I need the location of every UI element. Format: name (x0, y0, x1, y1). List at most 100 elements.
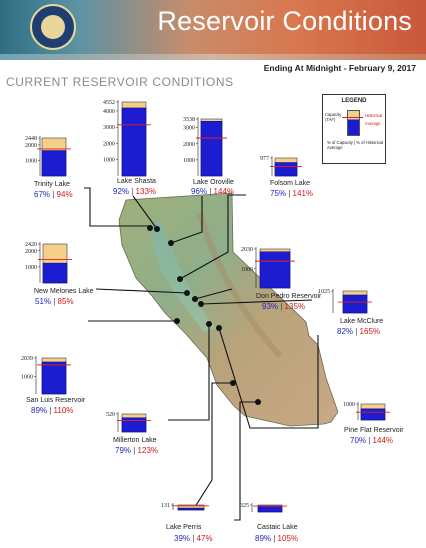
pct-capacity-lake-mcclure: 82% (337, 327, 354, 336)
tick-label-lake-shasta-1: 4000 (103, 109, 115, 115)
pct-average-new-melones-lake: 85% (57, 297, 74, 306)
map-dot-folsom-lake (177, 276, 183, 282)
storage-bar-lake-mcclure (342, 294, 368, 314)
map-dot-millerton-lake (206, 321, 212, 327)
map-dot-lake-oroville (168, 240, 174, 246)
reservoir-name-folsom-lake: Folsom Lake (270, 180, 311, 187)
header-strip (0, 54, 426, 60)
tick-label-millerton-lake-0: 520 (106, 412, 115, 418)
map-dot-don-pedro-reservoir (192, 296, 198, 302)
connector-new-melones-lake (95, 288, 188, 294)
pct-capacity-new-melones-lake: 51% (35, 297, 52, 306)
section-title: CURRENT RESERVOIR CONDITIONS (6, 75, 234, 89)
connector-lake-perris (192, 382, 233, 511)
reservoir-name-millerton-lake: Millerton Lake (113, 437, 157, 444)
tick-label-lake-oroville-0: 3538 (183, 117, 195, 123)
storage-bar-millerton-lake (121, 417, 147, 433)
tick-label-lake-oroville-3: 1000 (183, 158, 195, 164)
tick-label-lake-oroville-2: 2000 (183, 142, 195, 148)
reservoir-name-don-pedro-reservoir: Don Pedro Reservoir (256, 293, 322, 300)
map-dot-lake-mcclure (198, 301, 204, 307)
pct-capacity-don-pedro-reservoir: 93% (262, 302, 279, 311)
pct-capacity-castaic-lake: 89% (255, 534, 272, 543)
reservoir-stats-folsom-lake: 75% | 141% (270, 189, 314, 198)
reservoir-stats-millerton-lake: 79% | 123% (115, 446, 159, 455)
reservoir-stats-castaic-lake: 89% | 105% (255, 534, 299, 543)
storage-bar-castaic-lake (257, 505, 283, 513)
pct-average-trinity-lake: 94% (56, 190, 73, 199)
tick-label-lake-shasta-4: 1000 (103, 158, 115, 164)
storage-bar-lake-oroville (200, 121, 223, 177)
tick-label-folsom-lake-0: 977 (260, 156, 269, 162)
storage-bar-new-melones-lake (42, 262, 68, 284)
reservoir-stats-pine-flat-reservoir: 70% | 144% (350, 436, 394, 445)
pct-average-don-pedro-reservoir: 135% (284, 302, 306, 311)
map-dot-san-luis-reservoir (174, 318, 180, 324)
storage-bar-san-luis-reservoir (41, 361, 67, 395)
department-seal-icon (30, 4, 76, 50)
tick-label-lake-oroville-1: 3000 (183, 126, 195, 132)
pct-capacity-lake-perris: 39% (174, 534, 191, 543)
connector-lake-shasta (132, 195, 158, 230)
pct-average-lake-mcclure: 165% (359, 327, 381, 336)
reservoir-stats-lake-shasta: 92% | 133% (113, 187, 157, 196)
map-dot-castaic-lake (255, 399, 261, 405)
reservoir-name-lake-shasta: Lake Shasta (117, 178, 156, 185)
connector-folsom-lake (179, 194, 246, 280)
pct-capacity-lake-shasta: 92% (113, 187, 130, 196)
legend-box: LEGEND Capacity (TAF) Historical Average… (322, 94, 386, 164)
pct-average-pine-flat-reservoir: 144% (372, 436, 394, 445)
reservoir-name-san-luis-reservoir: San Luis Reservoir (26, 397, 86, 404)
connector-pine-flat-reservoir (218, 327, 319, 429)
tick-label-pine-flat-reservoir-0: 1000 (343, 402, 355, 408)
reservoir-name-lake-perris: Lake Perris (166, 524, 202, 531)
tick-label-new-melones-lake-0: 2420 (25, 242, 37, 248)
tick-label-lake-shasta-3: 2000 (103, 141, 115, 147)
storage-bar-lake-shasta (121, 107, 147, 177)
map-dot-trinity-lake (147, 225, 153, 231)
storage-bar-don-pedro-reservoir (259, 251, 291, 289)
map-dot-pine-flat-reservoir (216, 325, 222, 331)
tick-label-trinity-lake-0: 2448 (25, 136, 37, 142)
reservoir-name-lake-oroville: Lake Oroville (193, 179, 234, 186)
storage-bar-folsom-lake (274, 162, 298, 177)
tick-label-lake-shasta-2: 3000 (103, 125, 115, 131)
tick-label-lake-mcclure-0: 1025 (318, 289, 330, 295)
report-date: Ending At Midnight - February 9, 2017 (263, 63, 416, 73)
legend-historical-label: Historical (365, 113, 383, 118)
tick-label-trinity-lake-1: 2000 (25, 143, 37, 149)
pct-average-lake-shasta: 133% (135, 187, 157, 196)
reservoir-stats-new-melones-lake: 51% | 85% (35, 297, 74, 306)
storage-bar-trinity-lake (41, 150, 67, 177)
reservoir-name-new-melones-lake: New Melones Lake (34, 288, 94, 295)
reservoir-stats-don-pedro-reservoir: 93% | 135% (262, 302, 306, 311)
reservoir-stats-lake-perris: 39% | 47% (174, 534, 213, 543)
pct-capacity-pine-flat-reservoir: 70% (350, 436, 367, 445)
pct-capacity-millerton-lake: 79% (115, 446, 132, 455)
connector-trinity-lake (84, 187, 150, 227)
legend-historical-line (342, 117, 363, 118)
tick-label-lake-shasta-0: 4552 (103, 100, 115, 106)
map-dot-lake-perris (230, 380, 236, 386)
tick-label-new-melones-lake-1: 2000 (25, 249, 37, 255)
pct-capacity-trinity-lake: 67% (34, 190, 51, 199)
pct-capacity-san-luis-reservoir: 89% (31, 406, 48, 415)
legend-bar-swatch (347, 110, 360, 136)
legend-pct-label: % of Capacity | % of Historical Average (327, 140, 384, 150)
legend-average-label: Average (365, 121, 381, 126)
connector-millerton-lake (168, 324, 210, 421)
california-map (118, 192, 339, 427)
reservoir-name-lake-mcclure: Lake McClure (340, 318, 384, 325)
reservoir-name-trinity-lake: Trinity Lake (34, 181, 70, 188)
tick-label-san-luis-reservoir-1: 1000 (21, 374, 33, 380)
tick-label-san-luis-reservoir-0: 2039 (21, 356, 33, 362)
connector-lake-mcclure (200, 299, 313, 305)
storage-bar-lake-perris (177, 507, 205, 511)
tick-label-don-pedro-reservoir-0: 2030 (241, 247, 253, 253)
legend-capacity-label: Capacity (TAF) (325, 112, 342, 122)
pct-average-lake-oroville: 144% (213, 187, 235, 196)
connector-castaic-lake (234, 401, 258, 521)
header-banner: Reservoir Conditions (0, 0, 426, 54)
map-dot-lake-shasta (154, 226, 160, 232)
